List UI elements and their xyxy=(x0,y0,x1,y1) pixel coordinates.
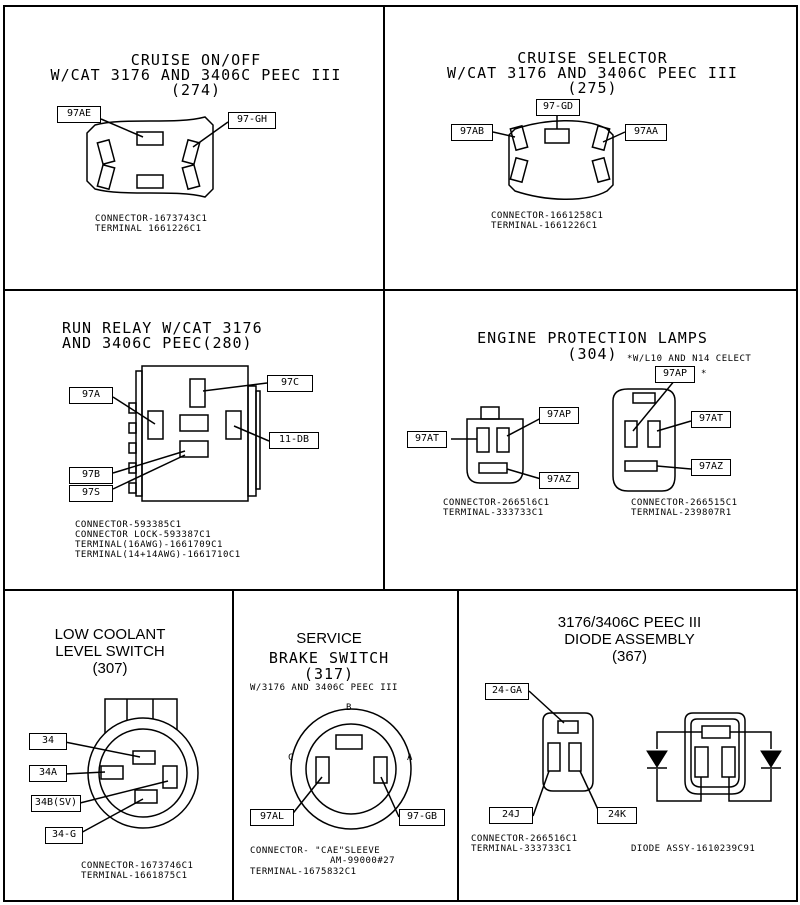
connector-note-left: CONNECTOR-2665l6C1 xyxy=(443,498,550,508)
wire-label-97AT-right: 97AT xyxy=(691,411,731,428)
wire-label-97AP-left: 97AP xyxy=(539,407,579,424)
panel-low-coolant-level-switch: LOW COOLANT LEVEL SWITCH (307) 34 34A 34… xyxy=(3,589,234,902)
asterisk-marker: * xyxy=(701,369,707,379)
terminal-note: TERMINAL 1661226C1 xyxy=(95,224,202,234)
panel-cruise-onoff: CRUISE ON/OFF W/CAT 3176 AND 3406C PEEC … xyxy=(3,5,385,291)
panel-diode-assembly: 3176/3406C PEEC III DIODE ASSEMBLY (367) xyxy=(457,589,798,902)
low-coolant-connector-drawing xyxy=(64,698,199,836)
diode-assembly-note: DIODE ASSY-1610239C91 xyxy=(631,844,756,854)
panel-title-line-2: DIODE ASSEMBLY xyxy=(564,631,695,648)
wire-label-24-GA: 24-GA xyxy=(485,683,529,700)
connector-note: CONNECTOR-266516C1 xyxy=(471,834,578,844)
cruise-selector-connector-drawing xyxy=(492,114,626,200)
panel-title-line-2: W/CAT 3176 AND 3406C PEEC III xyxy=(447,64,738,82)
wire-label-97S: 97S xyxy=(69,485,113,502)
connector-note: CONNECTOR-1673743C1 xyxy=(95,214,208,224)
pin-label-a: A xyxy=(407,753,413,763)
wire-label-97AZ-right: 97AZ xyxy=(691,459,731,476)
connector-note: CONNECTOR-1673746C1 xyxy=(81,861,194,871)
panel-title-line-2: W/CAT 3176 AND 3406C PEEC III xyxy=(50,66,342,84)
wire-label-97AZ-left: 97AZ xyxy=(539,472,579,489)
panel-cruise-selector: CRUISE SELECTOR W/CAT 3176 AND 3406C PEE… xyxy=(383,5,798,291)
panel-title-line-1: CRUISE ON/OFF xyxy=(130,51,262,69)
wire-label-24J: 24J xyxy=(489,807,533,824)
select-note: *W/L10 AND N14 CELECT xyxy=(627,354,752,364)
panel-title-line-3: (317) xyxy=(303,665,355,683)
terminal-note: TERMINAL-1661226C1 xyxy=(491,221,598,231)
wire-label-97AT-left: 97AT xyxy=(407,431,447,448)
run-relay-connector-drawing xyxy=(112,365,270,502)
wire-label-34: 34 xyxy=(29,733,67,750)
panel-service-brake-switch: SERVICE BRAKE SWITCH (317) W/3176 AND 34… xyxy=(232,589,459,902)
wire-label-34-G: 34-G xyxy=(45,827,83,844)
wire-label-97AP-right: 97AP xyxy=(655,366,695,383)
panel-title-line-3: (367) xyxy=(611,648,648,665)
wire-label-97AB: 97AB xyxy=(451,124,493,141)
terminal-note: TERMINAL-1661875C1 xyxy=(81,871,188,881)
wire-label-97AL: 97AL xyxy=(250,809,294,826)
wire-label-97A: 97A xyxy=(69,387,113,404)
pin-label-c: C xyxy=(288,753,294,763)
panel-title-line-1: RUN RELAY W/CAT 3176 xyxy=(62,319,263,337)
panel-title-line-1: CRUISE SELECTOR xyxy=(517,49,668,67)
connector-note: CONNECTOR- "CAE"SLEEVE xyxy=(250,846,381,856)
panel-title-line-1: 3176/3406C PEEC III xyxy=(557,614,702,631)
terminal-note: TERMINAL-1675832C1 xyxy=(250,867,357,877)
terminal-note: TERMINAL-333733C1 xyxy=(471,844,572,854)
panel-subtitle: W/3176 AND 3406C PEEC III xyxy=(250,683,398,693)
engine-protection-connectors-drawing xyxy=(451,379,692,492)
diode-assembly-drawing xyxy=(528,690,782,817)
wire-label-97AA: 97AA xyxy=(625,124,667,141)
pin-label-b: B xyxy=(346,703,352,713)
panel-title-line-2: AND 3406C PEEC(280) xyxy=(62,334,253,352)
panel-title-line-3: (274) xyxy=(170,81,222,99)
panel-title-line-3: (307) xyxy=(92,660,128,677)
wire-label-97-GD: 97-GD xyxy=(536,99,580,116)
terminal-note-14awg: TERMINAL(14+14AWG)-1661710C1 xyxy=(75,550,241,560)
panel-title-line-2: LEVEL SWITCH xyxy=(55,643,165,660)
cruise-onoff-connector-drawing xyxy=(86,116,229,198)
wire-label-97B: 97B xyxy=(69,467,113,484)
panel-title-line-2: (304) xyxy=(567,345,618,363)
panel-title-line-2: BRAKE SWITCH xyxy=(268,649,390,667)
panel-engine-protection-lamps: ENGINE PROTECTION LAMPS (304) *W/L10 AND… xyxy=(383,289,798,591)
wire-label-97-GB: 97-GB xyxy=(399,809,445,826)
terminal-note-left: TERMINAL-333733C1 xyxy=(443,508,544,518)
terminal-note-16awg: TERMINAL(16AWG)-1661709C1 xyxy=(75,540,223,550)
wire-label-97-GH: 97-GH xyxy=(228,112,276,129)
panel-title-line-1: SERVICE xyxy=(296,630,362,647)
panel-title-line-3: (275) xyxy=(567,79,618,97)
panel-run-relay: RUN RELAY W/CAT 3176 AND 3406C PEEC(280)… xyxy=(3,289,385,591)
wire-label-34A: 34A xyxy=(29,765,67,782)
terminal-note-right: TERMINAL-239807R1 xyxy=(631,508,732,518)
wire-label-24K: 24K xyxy=(597,807,637,824)
connector-note-right: CONNECTOR-266515C1 xyxy=(631,498,738,508)
panel-title-line-1: LOW COOLANT xyxy=(54,626,166,643)
panel-title-line-1: ENGINE PROTECTION LAMPS xyxy=(477,329,708,347)
wire-label-11-DB: 11-DB xyxy=(269,432,319,449)
connector-lock-note: CONNECTOR LOCK-593387C1 xyxy=(75,530,212,540)
wire-label-97AE: 97AE xyxy=(57,106,101,123)
connector-note: CONNECTOR-1661258C1 xyxy=(491,211,604,221)
wire-label-97C: 97C xyxy=(267,375,313,392)
sleeve-note: AM-99000#27 xyxy=(330,856,396,866)
connector-note: CONNECTOR-593385C1 xyxy=(75,520,182,530)
service-brake-connector-drawing xyxy=(289,708,412,830)
wire-label-34B-SV: 34B(SV) xyxy=(31,795,81,812)
